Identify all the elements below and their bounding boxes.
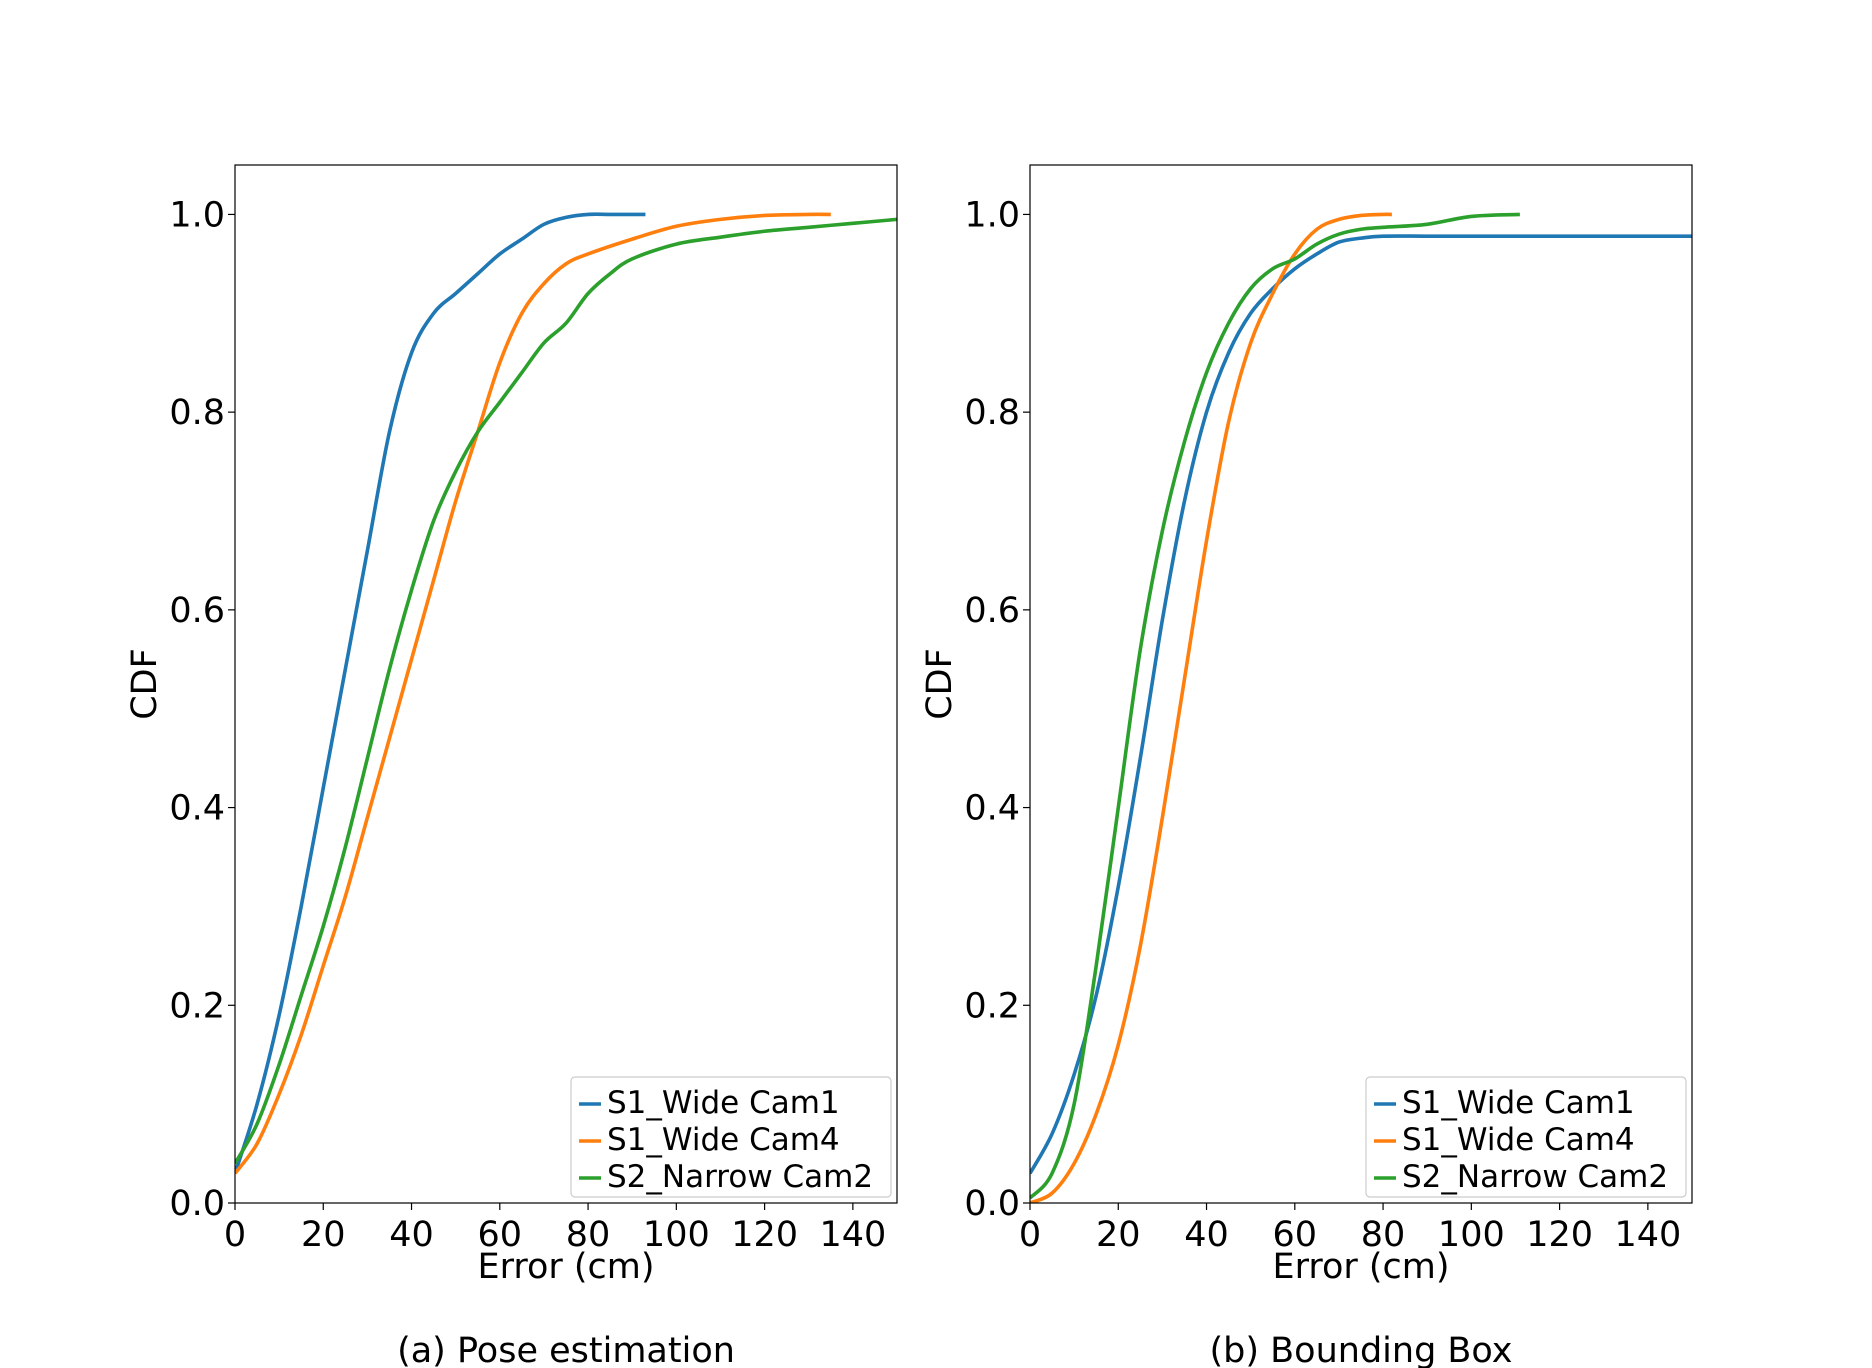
pose-estimation-y-tick-label: 0.8	[169, 393, 225, 433]
pose-estimation-x-tick-label: 140	[819, 1215, 886, 1255]
bounding-box-x-tick-label: 0	[1019, 1215, 1041, 1255]
pose-estimation-line-s1-wide-cam4	[235, 212, 831, 1175]
pose-estimation-chart: 0 20 40 60 80 100 120 140 0.0 0.2 0.4 0.6 0.8 1.0 Er…	[125, 164, 898, 1368]
pose-estimation-y-axis-label: CDF	[125, 648, 165, 720]
bounding-box-y-tick-label: 1.0	[964, 195, 1020, 235]
pose-estimation-x-tick-label: 100	[643, 1215, 710, 1255]
bounding-box-y-tick-label: 0.2	[964, 986, 1020, 1026]
pose-estimation-legend-label-s1-wide-cam1: S1_Wide Cam1	[607, 1085, 840, 1121]
bounding-box-legend-box	[1365, 1076, 1687, 1198]
pose-estimation-x-ticks: 0 20 40 60 80 100 120 140	[224, 1203, 886, 1255]
bounding-box-x-tick-label: 40	[1184, 1215, 1229, 1255]
bounding-box-y-tick-label: 0.8	[964, 393, 1020, 433]
bounding-box-lines	[1030, 212, 1692, 1203]
bounding-box-y-tick-label: 0.4	[964, 789, 1020, 829]
pose-estimation-y-tick-label: 0.2	[169, 986, 225, 1026]
bounding-box-legend-label-s1-wide-cam4: S1_Wide Cam4	[1402, 1122, 1635, 1158]
bounding-box-x-tick-label: 60	[1273, 1215, 1318, 1255]
bounding-box-line-s1-wide-cam4	[1030, 212, 1392, 1203]
bounding-box-y-tick-label: 0.6	[964, 591, 1020, 631]
bounding-box-x-tick-label: 100	[1438, 1215, 1505, 1255]
pose-estimation-y-ticks: 0.0 0.2 0.4 0.6 0.8 1.0	[169, 195, 235, 1224]
bounding-box-y-tick-label: 0.0	[964, 1184, 1020, 1224]
pose-estimation-x-tick-label: 0	[224, 1215, 246, 1255]
pose-estimation-x-tick-label: 40	[389, 1215, 434, 1255]
bounding-box-x-ticks: 0 20 40 60 80 100 120 140	[1019, 1203, 1681, 1255]
pose-estimation-lines	[235, 212, 897, 1175]
pose-estimation-axes-frame	[234, 164, 898, 1204]
bounding-box-x-tick-label: 20	[1096, 1215, 1141, 1255]
pose-estimation-line-s2-narrow-cam2	[235, 217, 897, 1165]
pose-estimation-x-tick-label: 120	[731, 1215, 798, 1255]
pose-estimation-y-tick-label: 0.0	[169, 1184, 225, 1224]
pose-estimation-legend-box	[570, 1076, 892, 1198]
bounding-box-legend-label-s1-wide-cam1: S1_Wide Cam1	[1402, 1085, 1635, 1121]
bounding-box-x-tick-label: 80	[1361, 1215, 1406, 1255]
bounding-box-y-axis-label: CDF	[920, 648, 960, 720]
pose-estimation-x-tick-label: 20	[301, 1215, 346, 1255]
bounding-box-x-tick-label: 140	[1614, 1215, 1681, 1255]
pose-estimation-legend-label-s2-narrow-cam2: S2_Narrow Cam2	[607, 1159, 873, 1195]
bounding-box-chart: 0 20 40 60 80 100 120 140 0.0 0.2 0.4 0.6 0.8 1.0 Er…	[920, 164, 1693, 1368]
bounding-box-line-s2-narrow-cam2	[1030, 212, 1520, 1200]
pose-estimation-x-tick-label: 60	[478, 1215, 523, 1255]
pose-estimation-y-tick-label: 0.4	[169, 789, 225, 829]
pose-estimation-legend-label-s1-wide-cam4: S1_Wide Cam4	[607, 1122, 840, 1158]
bounding-box-line-s1-wide-cam1	[1030, 234, 1692, 1175]
pose-estimation-line-s1-wide-cam1	[235, 212, 646, 1174]
bounding-box-y-ticks: 0.0 0.2 0.4 0.6 0.8 1.0	[964, 195, 1030, 1224]
bounding-box-legend-label-s2-narrow-cam2: S2_Narrow Cam2	[1402, 1159, 1668, 1195]
bounding-box-caption: (b) Bounding Box	[1210, 1331, 1513, 1368]
bounding-box-x-axis-label: Error (cm)	[1272, 1247, 1449, 1287]
pose-estimation-caption: (a) Pose estimation	[397, 1331, 735, 1368]
pose-estimation-x-axis-label: Error (cm)	[477, 1247, 654, 1287]
pose-estimation-x-tick-label: 80	[566, 1215, 611, 1255]
bounding-box-axes-frame	[1029, 164, 1693, 1204]
pose-estimation-y-tick-label: 1.0	[169, 195, 225, 235]
bounding-box-x-tick-label: 120	[1526, 1215, 1593, 1255]
pose-estimation-y-tick-label: 0.6	[169, 591, 225, 631]
